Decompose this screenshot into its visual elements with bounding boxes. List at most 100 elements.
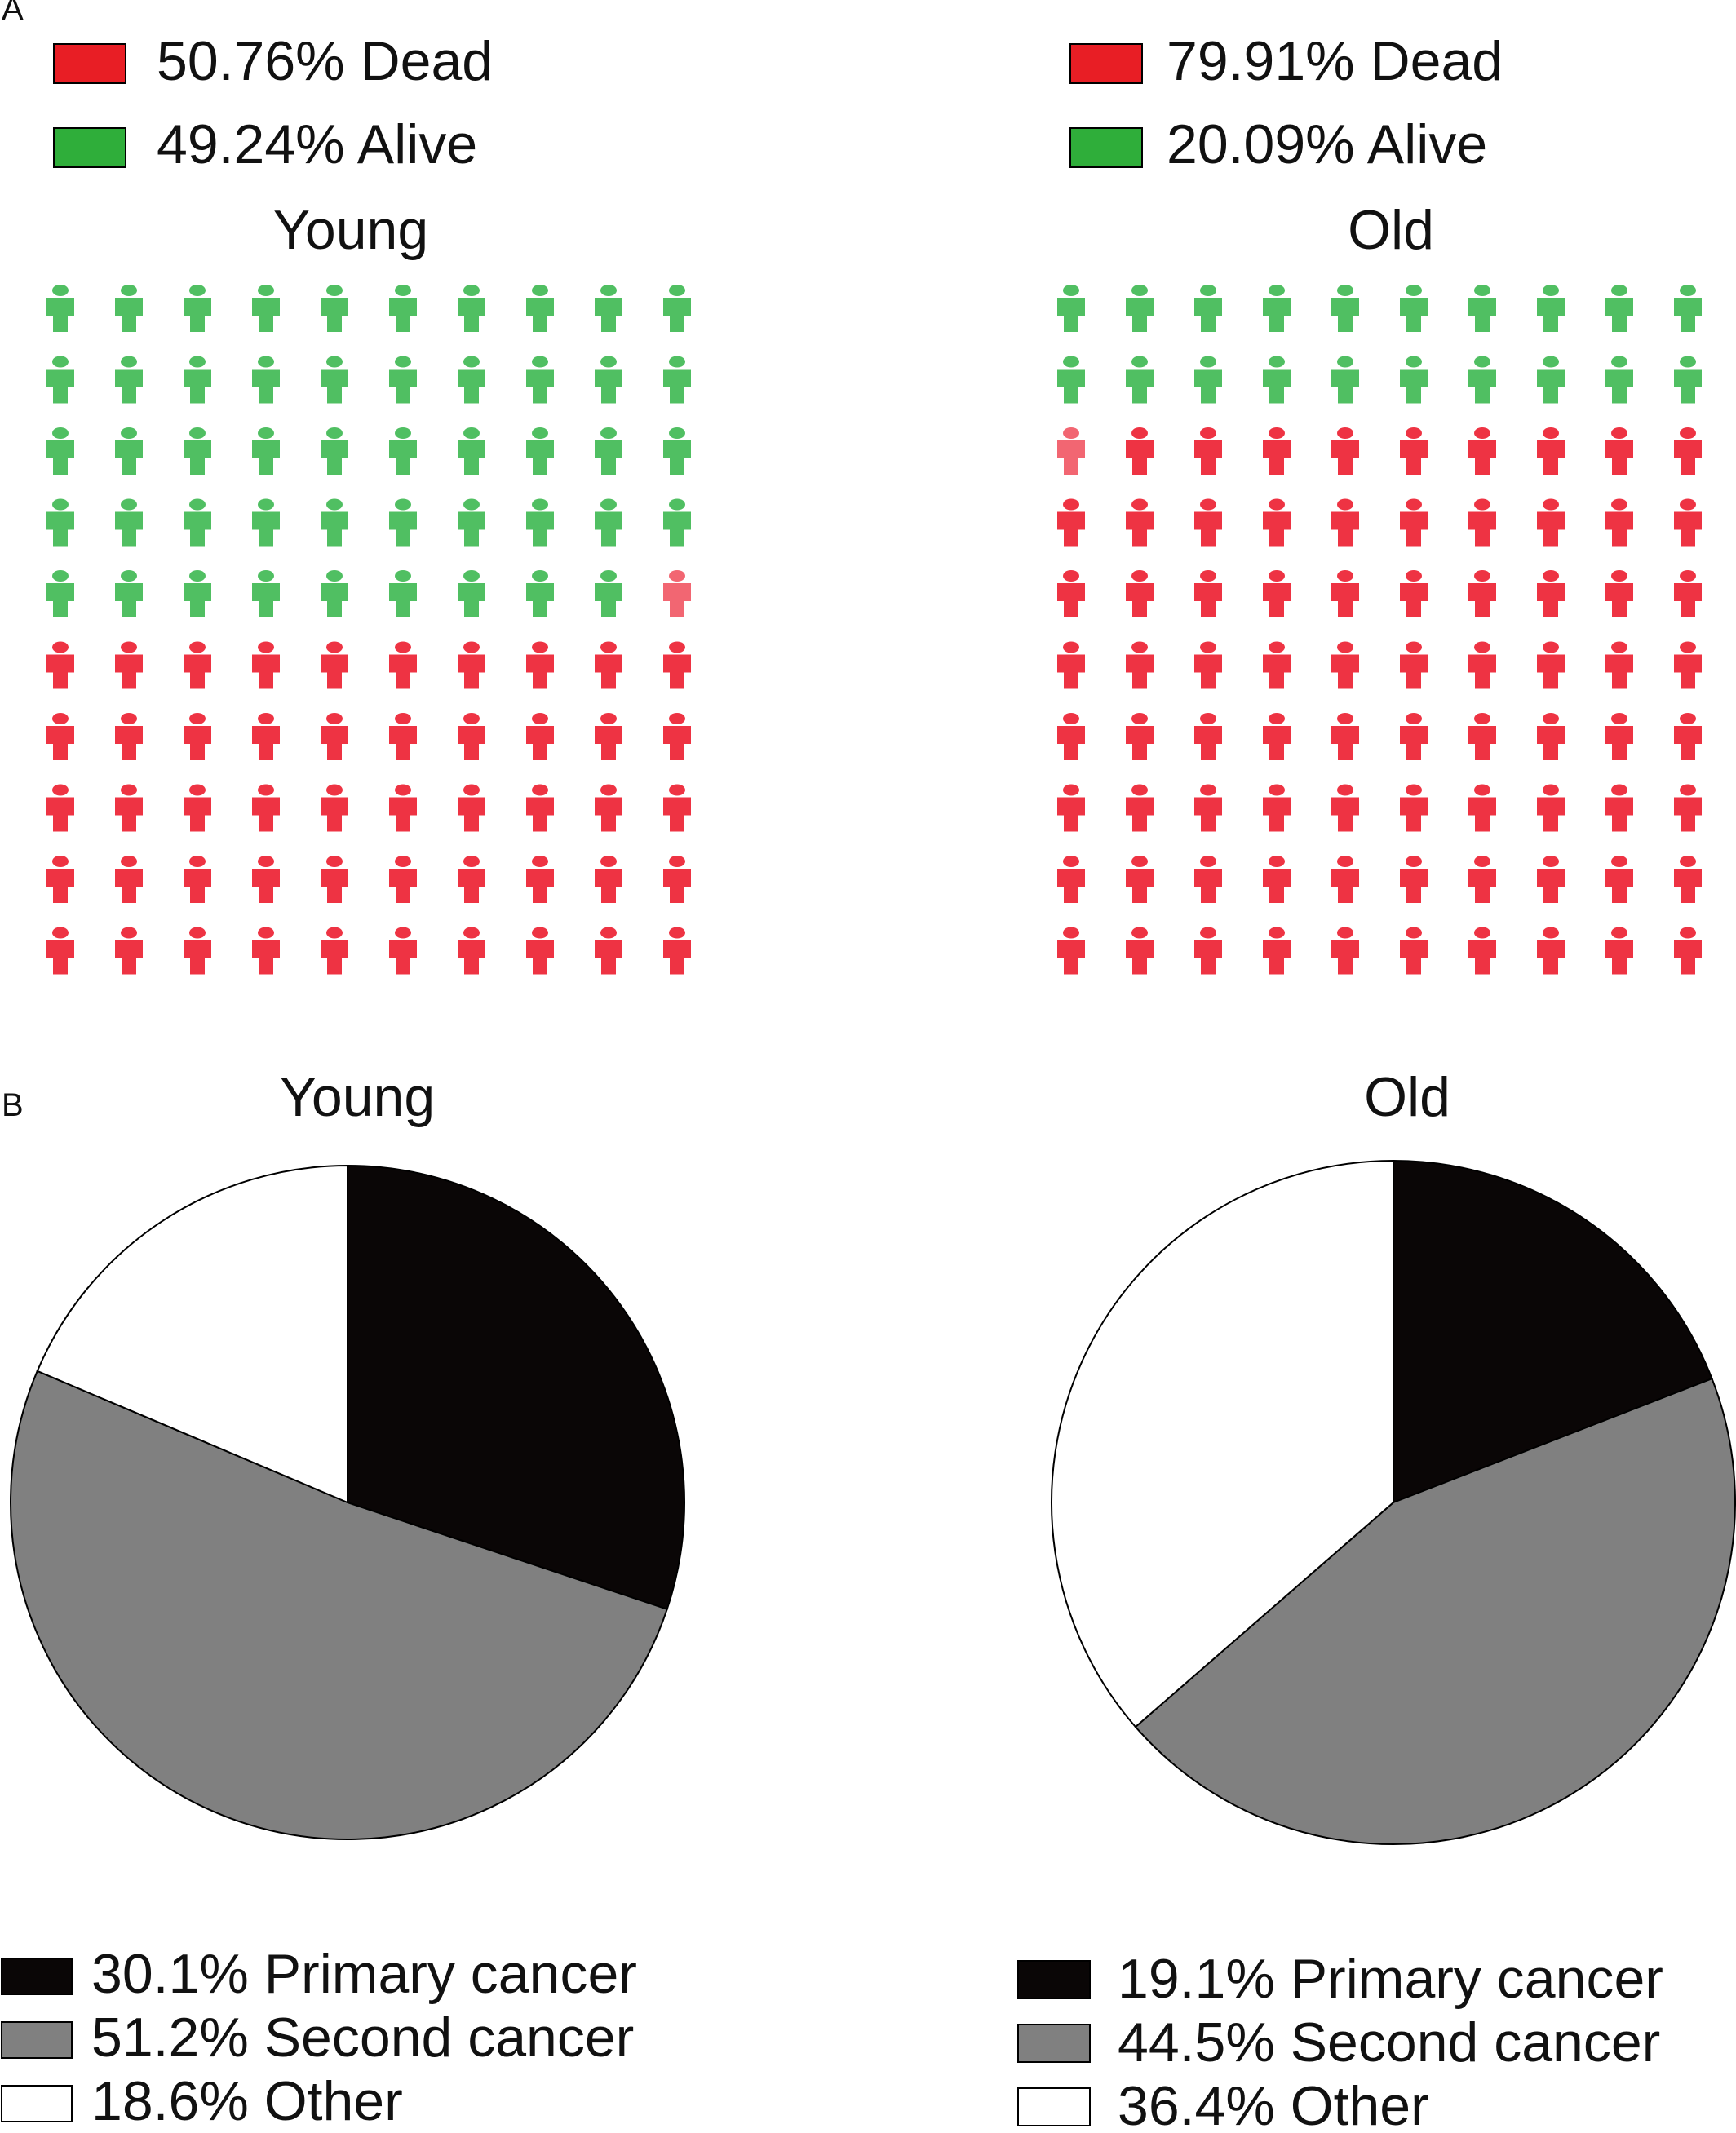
person-icon-old-dead bbox=[1605, 856, 1633, 903]
person-icon-old-dead bbox=[1674, 784, 1702, 832]
person-icon-young-alive bbox=[321, 427, 348, 475]
person-icon-old-dead bbox=[1057, 784, 1085, 832]
person-icon-young-alive bbox=[252, 427, 280, 475]
person-icon-young-dead bbox=[321, 784, 348, 832]
person-icon-old-dead bbox=[1126, 713, 1154, 760]
person-icon-young-alive bbox=[252, 356, 280, 404]
person-icon-old-dead bbox=[1057, 856, 1085, 903]
person-icon-old-dead bbox=[1400, 856, 1428, 903]
person-icon-young-dead bbox=[389, 927, 417, 975]
person-icon-old-alive bbox=[1263, 356, 1291, 404]
person-icon-old-alive bbox=[1400, 285, 1428, 332]
person-icon-young-dead bbox=[458, 927, 485, 975]
person-icon-young-dead bbox=[458, 713, 485, 760]
person-icon-old-dead bbox=[1400, 498, 1428, 547]
person-icon-young-dead bbox=[389, 784, 417, 832]
person-icon-old-dead bbox=[1057, 641, 1085, 689]
pie-old: Old 19.1% Primary cancer 44.5% Second ca… bbox=[1017, 1066, 1736, 2133]
person-icon-young-alive bbox=[321, 498, 348, 547]
pie-young: Young 30.1% Primary cancer 51.2% Second … bbox=[1, 1066, 685, 2132]
person-icon-old-alive bbox=[1057, 285, 1085, 332]
legend-second-young: 51.2% Second cancer bbox=[91, 2007, 634, 2069]
person-icon-old-dead bbox=[1126, 498, 1154, 547]
person-icon-young-dead bbox=[46, 641, 74, 689]
person-icon-young-alive bbox=[46, 285, 74, 332]
person-icon-young-dead bbox=[46, 784, 74, 832]
person-icon-old-dead bbox=[1537, 784, 1565, 832]
person-icon-young-dead bbox=[252, 784, 280, 832]
person-icon-young-alive bbox=[595, 570, 622, 617]
pie-slice-primary-old bbox=[1393, 1159, 1713, 1504]
person-icon-old-dead bbox=[1263, 641, 1291, 689]
person-icon-old-dead bbox=[1331, 570, 1359, 617]
panel-label-b: B bbox=[2, 1087, 24, 1123]
person-icon-old-dead bbox=[1194, 427, 1222, 475]
person-icon-old-alive bbox=[1263, 285, 1291, 332]
person-icon-young-alive bbox=[184, 498, 211, 547]
person-icon-old-dead bbox=[1331, 427, 1359, 475]
pie-slice-primary-young bbox=[347, 1164, 685, 1611]
pie-slices-old bbox=[1051, 1159, 1736, 1845]
person-icon-young-alive bbox=[526, 427, 554, 475]
person-icon-young-dead bbox=[252, 927, 280, 975]
person-icon-young-dead bbox=[115, 713, 143, 760]
person-icon-old-alive bbox=[1674, 285, 1702, 332]
person-icon-old-dead bbox=[1605, 927, 1633, 975]
legend-swatch-primary-old bbox=[1017, 1960, 1091, 1999]
person-icon-young-alive bbox=[252, 285, 280, 332]
person-icon-old-dead bbox=[1057, 570, 1085, 617]
person-icon-young-dead bbox=[663, 641, 691, 689]
person-icon-young-dead bbox=[595, 784, 622, 832]
person-icon-old-dead bbox=[1605, 641, 1633, 689]
person-icon-old-alive bbox=[1674, 356, 1702, 404]
person-icon-old-alive bbox=[1400, 356, 1428, 404]
legend-swatch-second-old bbox=[1017, 2024, 1091, 2063]
person-icon-old-dead bbox=[1537, 570, 1565, 617]
person-icon-young-alive bbox=[595, 498, 622, 547]
person-icon-young-dead bbox=[115, 927, 143, 975]
pie-slice-second-old bbox=[1134, 1377, 1736, 1845]
person-icon-old-dead bbox=[1468, 570, 1496, 617]
person-icon-young-dead bbox=[184, 927, 211, 975]
pie-title-old: Old bbox=[1364, 1066, 1450, 1128]
person-icon-old-dead bbox=[1605, 498, 1633, 547]
person-icon-young-dead bbox=[663, 713, 691, 760]
person-icon-old-dead bbox=[1468, 498, 1496, 547]
legend-swatch-primary-young bbox=[1, 1958, 73, 1995]
person-icon-young-dead bbox=[184, 641, 211, 689]
pictogram-title-young: Young bbox=[273, 199, 428, 261]
person-icon-young-dead bbox=[46, 927, 74, 975]
person-icon-old-dead bbox=[1331, 641, 1359, 689]
person-icon-old-dead bbox=[1605, 713, 1633, 760]
person-icon-old-dead bbox=[1057, 427, 1085, 475]
person-icon-old-dead bbox=[1263, 784, 1291, 832]
person-icon-old-dead bbox=[1674, 856, 1702, 903]
person-icon-young-alive bbox=[115, 498, 143, 547]
pie-slice-second-young bbox=[10, 1370, 668, 1840]
person-icon-old-dead bbox=[1400, 427, 1428, 475]
icon-grid-old bbox=[1057, 285, 1702, 975]
person-icon-young-dead bbox=[252, 856, 280, 903]
person-icon-young-alive bbox=[458, 285, 485, 332]
person-icon-old-dead bbox=[1674, 927, 1702, 975]
person-icon-old-dead bbox=[1537, 427, 1565, 475]
person-icon-young-alive bbox=[458, 498, 485, 547]
person-icon-old-dead bbox=[1605, 427, 1633, 475]
icon-grid-young bbox=[46, 285, 691, 975]
person-icon-young-dead bbox=[115, 856, 143, 903]
person-icon-young-alive bbox=[663, 285, 691, 332]
person-icon-old-dead bbox=[1674, 713, 1702, 760]
person-icon-old-dead bbox=[1400, 713, 1428, 760]
person-icon-young-alive bbox=[595, 356, 622, 404]
person-icon-old-dead bbox=[1331, 927, 1359, 975]
person-icon-old-dead bbox=[1400, 570, 1428, 617]
person-icon-young-alive bbox=[595, 427, 622, 475]
person-icon-old-dead bbox=[1331, 856, 1359, 903]
person-icon-young-dead bbox=[321, 856, 348, 903]
legend-swatch-alive-old bbox=[1070, 127, 1143, 168]
person-icon-old-dead bbox=[1331, 784, 1359, 832]
person-icon-old-dead bbox=[1194, 498, 1222, 547]
person-icon-old-dead bbox=[1400, 784, 1428, 832]
person-icon-young-alive bbox=[252, 570, 280, 617]
person-icon-young-alive bbox=[389, 356, 417, 404]
